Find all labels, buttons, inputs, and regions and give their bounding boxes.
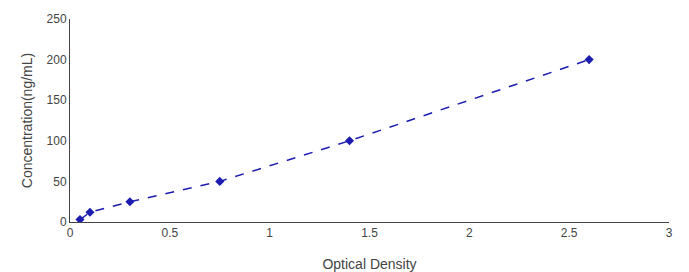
svg-text:0.5: 0.5 xyxy=(161,226,178,240)
svg-text:250: 250 xyxy=(47,12,67,26)
svg-text:200: 200 xyxy=(47,53,67,67)
svg-text:1: 1 xyxy=(266,226,273,240)
svg-text:150: 150 xyxy=(47,93,67,107)
svg-text:Concentration(ng/mL): Concentration(ng/mL) xyxy=(19,53,35,188)
svg-text:0: 0 xyxy=(67,226,74,240)
svg-text:3: 3 xyxy=(666,226,673,240)
svg-text:2.5: 2.5 xyxy=(561,226,578,240)
svg-text:50: 50 xyxy=(53,175,67,189)
svg-text:2: 2 xyxy=(466,226,473,240)
svg-text:100: 100 xyxy=(47,134,67,148)
svg-text:0: 0 xyxy=(60,215,67,229)
svg-text:1.5: 1.5 xyxy=(361,226,378,240)
svg-text:Optical Density: Optical Density xyxy=(322,256,416,272)
